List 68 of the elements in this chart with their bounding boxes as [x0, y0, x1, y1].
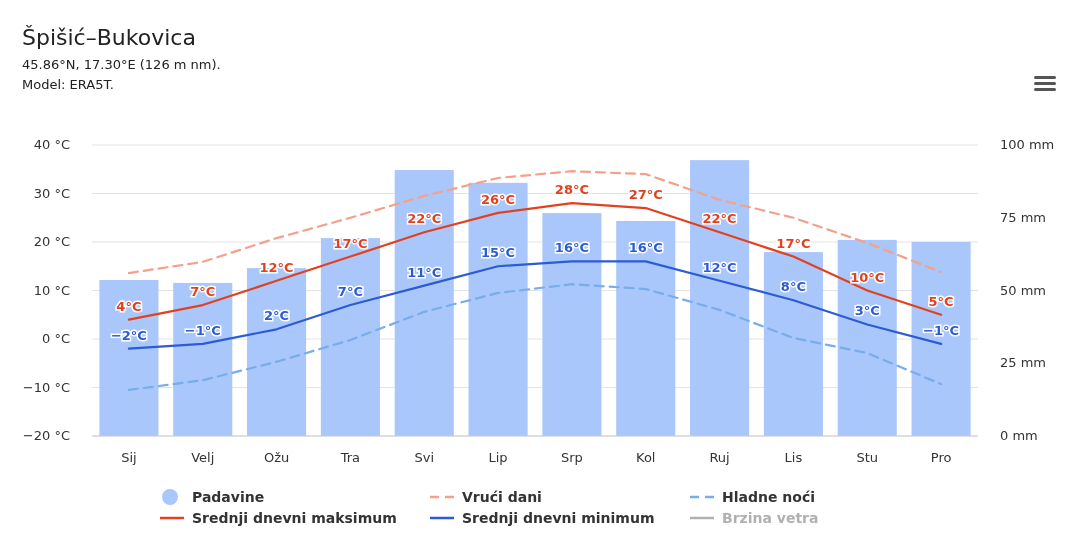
data-label: 3°C: [854, 303, 880, 319]
x-tick-label: Ruj: [709, 450, 730, 465]
data-label: 12°C: [259, 259, 294, 275]
data-label: 28°C: [554, 182, 589, 198]
data-label: 27°C: [628, 187, 663, 203]
x-tick-label: Srp: [560, 450, 583, 465]
data-label: 10°C: [850, 269, 885, 285]
data-label: 22°C: [702, 211, 737, 227]
x-tick-label: Pro: [930, 450, 952, 465]
legend-label: Srednji dnevni minimum: [462, 510, 655, 526]
data-label: 4°C: [116, 298, 142, 314]
bar: [837, 239, 897, 436]
x-tick-label: Velj: [191, 450, 215, 465]
y2-tick-label: 0 mm: [1000, 428, 1038, 443]
x-tick-label: Ožu: [263, 450, 290, 465]
data-label: 12°C: [702, 259, 737, 275]
y-tick-label: 0 °C: [42, 331, 70, 346]
bar: [690, 160, 750, 436]
data-label: 15°C: [481, 245, 516, 261]
legend-label: Srednji dnevni maksimum: [192, 510, 397, 526]
data-label: −2°C: [110, 327, 147, 343]
legend-label: Hladne noći: [722, 489, 816, 505]
x-tick-label: Lis: [784, 450, 803, 465]
y-tick-label: 10 °C: [33, 282, 70, 298]
y-tick-label: 40 °C: [33, 137, 70, 152]
y2-tick-label: 25 mm: [1000, 355, 1047, 371]
y-tick-label: −10 °C: [22, 379, 70, 395]
chart-title: Špišić–Bukovica: [22, 25, 196, 50]
chart-subtitle: 45.86°N, 17.30°E (126 m nm).: [22, 57, 221, 72]
text: Model: ERA5T.: [22, 77, 114, 92]
legend-label: Brzina vetra: [722, 510, 819, 526]
legend-label: Padavine: [192, 489, 265, 505]
data-label: 2°C: [264, 308, 290, 324]
y2-tick-label: 100 mm: [1000, 137, 1055, 152]
y2-tick-label: 50 mm: [1000, 282, 1047, 298]
x-tick-label: Stu: [856, 450, 879, 465]
x-tick-label: Svi: [414, 450, 435, 465]
y-tick-label: −20 °C: [22, 428, 70, 443]
bar: [468, 182, 528, 436]
bar: [616, 220, 676, 436]
x-tick-label: Kol: [636, 450, 656, 465]
bar: [394, 170, 454, 436]
bar: [99, 280, 159, 436]
y-tick-label: 20 °C: [33, 234, 70, 249]
data-label: 16°C: [554, 240, 589, 256]
data-label: 5°C: [928, 293, 954, 309]
data-label: 17°C: [333, 235, 368, 251]
x-tick-label: Sij: [121, 450, 137, 465]
legend-label: Vrući dani: [462, 489, 542, 505]
data-label: −1°C: [923, 322, 960, 338]
data-label: 7°C: [190, 284, 216, 300]
data-label: −1°C: [184, 322, 221, 338]
line-series: [127, 170, 943, 275]
data-label: 22°C: [407, 211, 442, 227]
bar: [763, 252, 823, 436]
bar: [320, 238, 380, 436]
data-label: 26°C: [481, 191, 516, 207]
data-label: 16°C: [628, 240, 663, 256]
x-tick-label: Tra: [339, 450, 361, 465]
x-tick-label: Lip: [488, 450, 508, 465]
bar: [542, 213, 602, 436]
bar: [911, 241, 971, 436]
data-label: 11°C: [407, 264, 442, 280]
data-label: 7°C: [337, 284, 363, 300]
data-label: 8°C: [780, 279, 806, 295]
y2-tick-label: 75 mm: [1000, 209, 1047, 225]
y-tick-label: 30 °C: [33, 185, 70, 201]
data-label: 17°C: [776, 235, 811, 251]
